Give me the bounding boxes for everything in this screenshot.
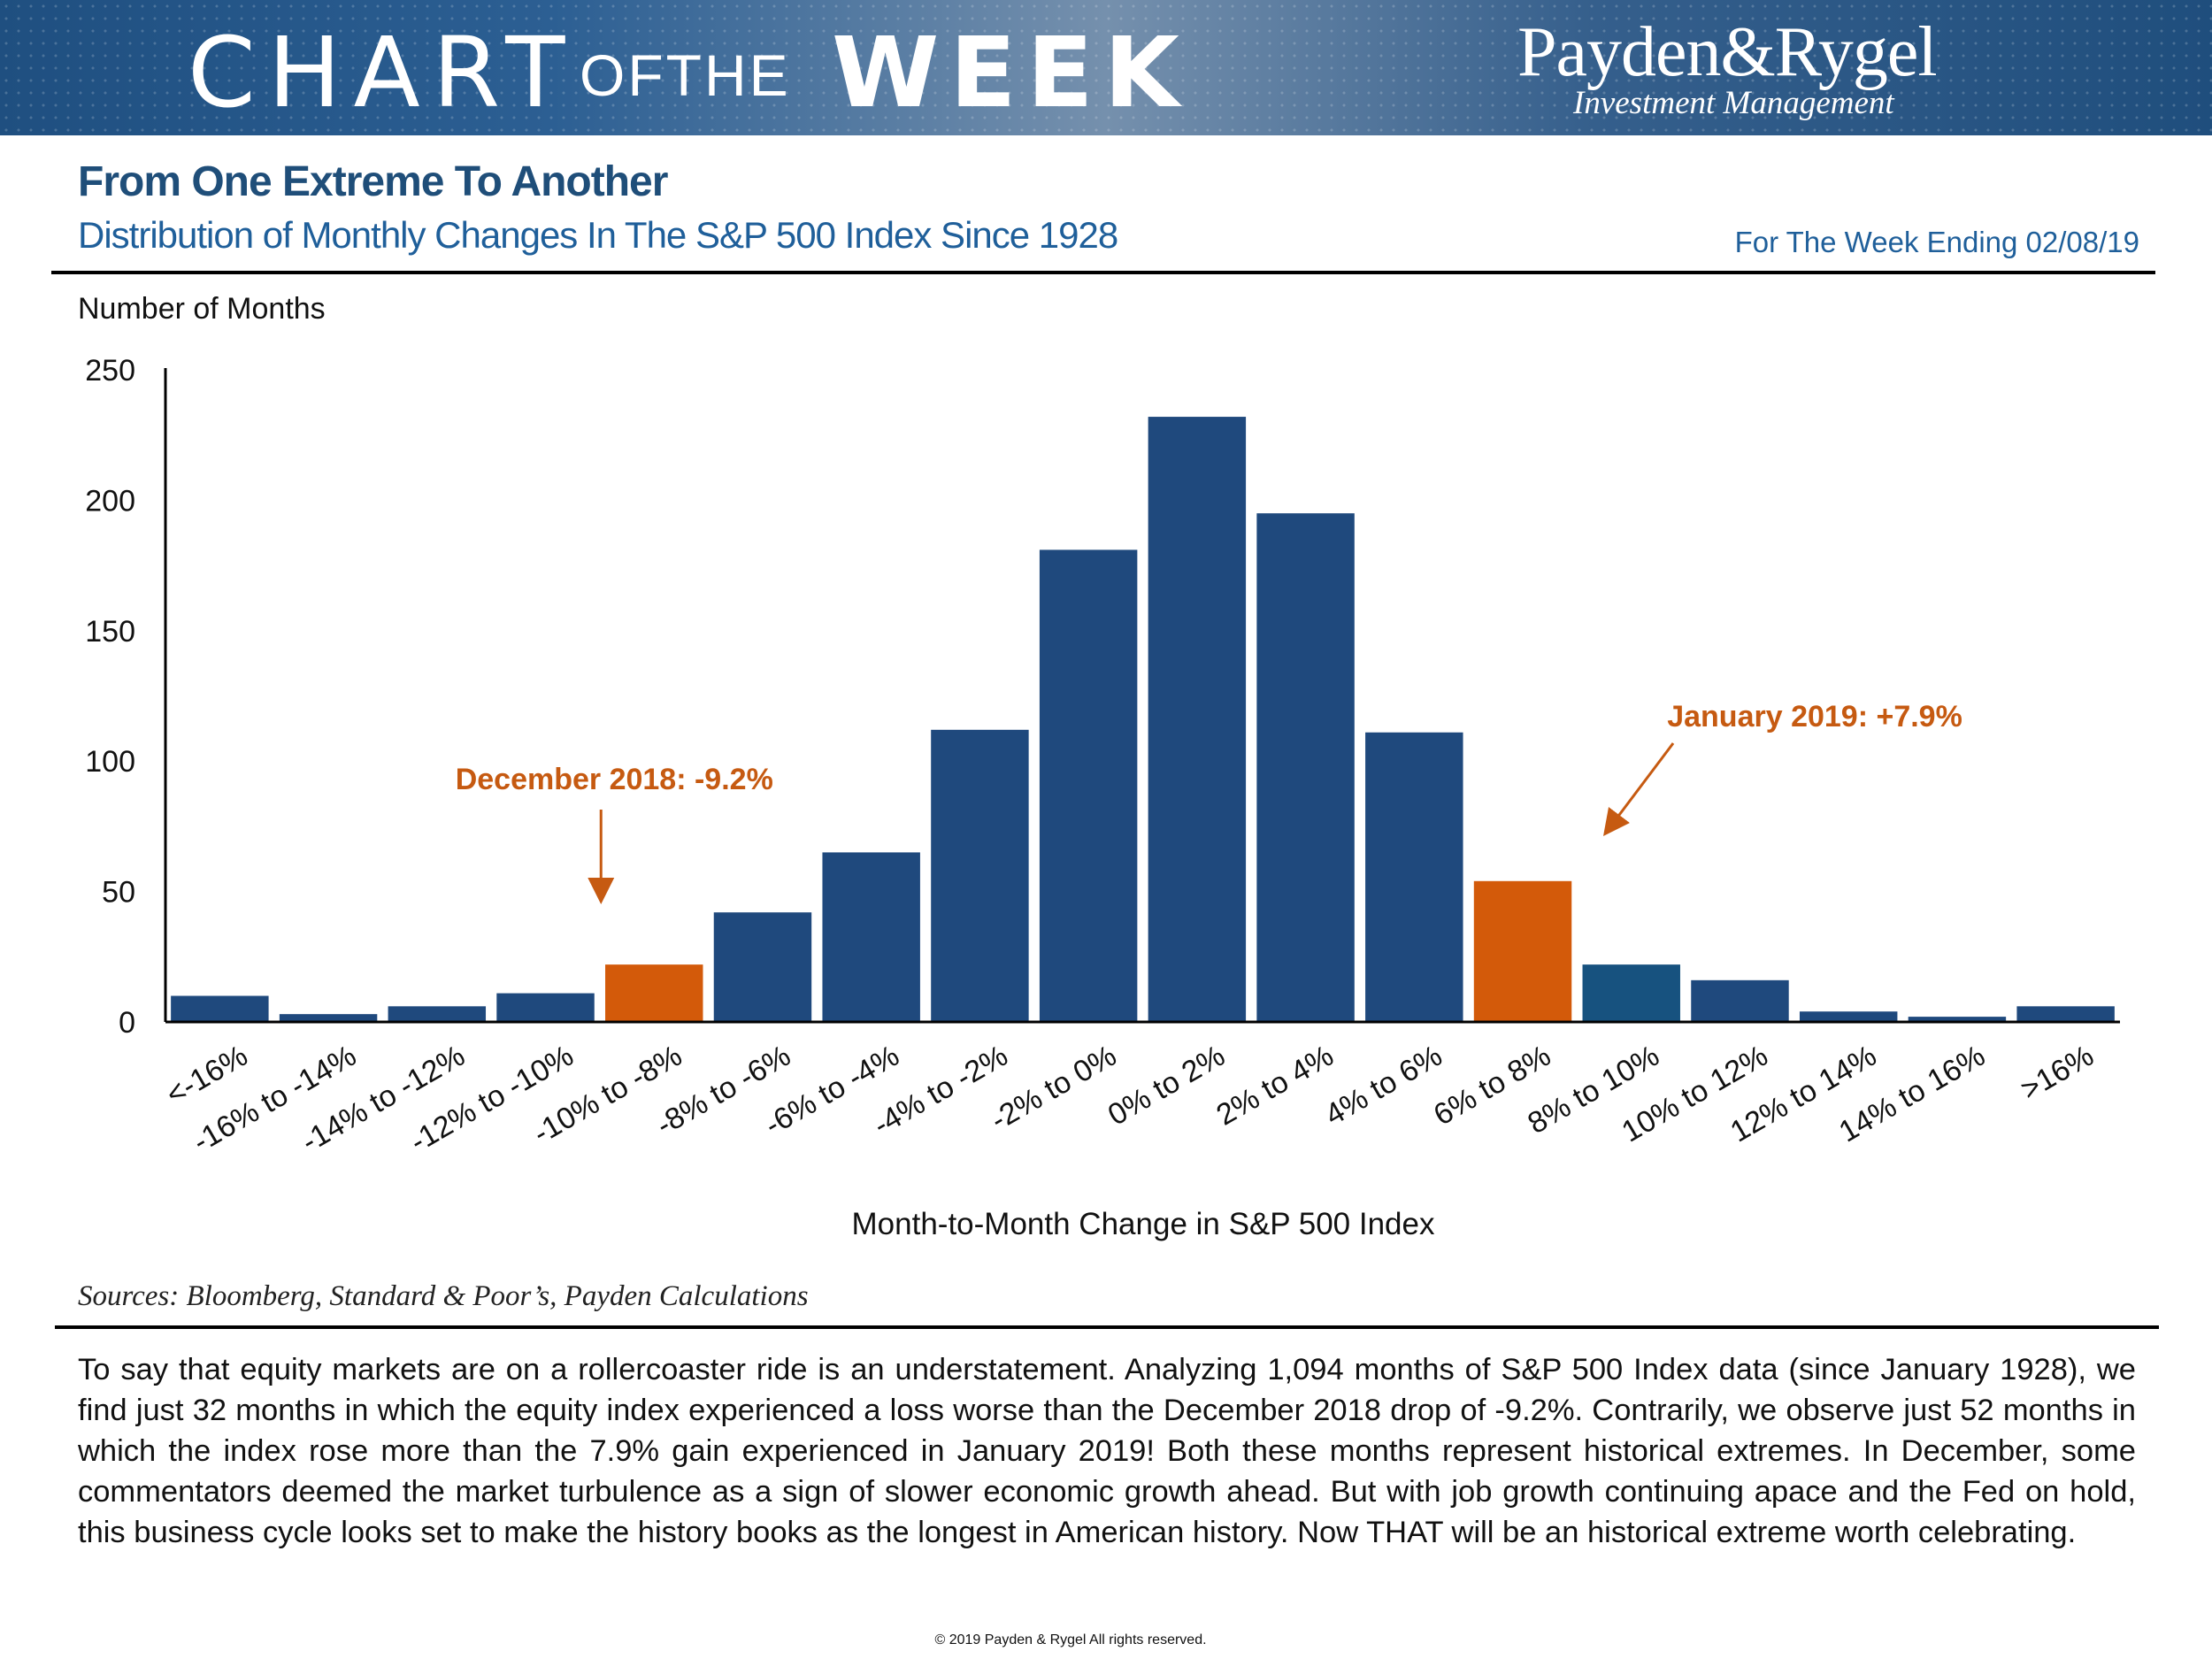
y-axis-ticks: 0 50 100 150 200 250 — [85, 354, 135, 1040]
bar — [1908, 1017, 2007, 1022]
bar — [388, 1006, 487, 1022]
banner-dot-pattern — [0, 0, 2212, 135]
copyright-notice: © 2019 Payden & Rygel All rights reserve… — [934, 1632, 1207, 1647]
bar — [1365, 732, 1463, 1022]
brand-logo-name: Payden&Rygel — [1517, 13, 1938, 91]
y-tick-label: 200 — [85, 484, 135, 518]
bar — [1691, 979, 1789, 1022]
sources-note: Sources: Bloomberg, Standard & Poor’s, P… — [78, 1280, 809, 1312]
x-tick-label: 4% to 6% — [1319, 1039, 1448, 1133]
chart-subtitle: Distribution of Monthly Changes In The S… — [78, 214, 1118, 256]
bar — [2016, 1006, 2115, 1022]
x-axis-tick-labels: <-16%-16% to -14%-14% to -12%-12% to -10… — [160, 1039, 2099, 1159]
banner-of-the-word: OFTHE — [580, 42, 791, 108]
y-tick-label: 150 — [85, 615, 135, 649]
bar — [713, 912, 812, 1022]
bar — [496, 993, 595, 1022]
bar — [822, 852, 920, 1022]
brand-logo-tagline: Investment Management — [1573, 85, 1894, 121]
x-tick-label: >16% — [2016, 1039, 2100, 1107]
footer-divider — [55, 1325, 2159, 1329]
x-tick-label: 2% to 4% — [1211, 1039, 1340, 1133]
banner-chart-word: CHART — [188, 16, 578, 129]
y-axis-label: Number of Months — [78, 292, 326, 326]
y-tick-label: 100 — [85, 745, 135, 779]
y-tick-label: 0 — [119, 1006, 135, 1040]
annotation-arrow-january — [1603, 742, 1675, 836]
histogram-svg: Number of Months 0 50 100 150 200 250 <-16%-1… — [78, 292, 2120, 1241]
annotation-january-2019: January 2019: +7.9% — [1667, 700, 1962, 733]
chart-of-the-week-banner: CHART OFTHE WEEK Payden&Rygel Investment… — [0, 0, 2212, 135]
annotations-group: December 2018: -9.2% January 2019: +7.9% — [456, 700, 1962, 904]
week-ending-date: For The Week Ending 02/08/19 — [1734, 226, 2139, 258]
bar — [1473, 880, 1572, 1022]
y-tick-label: 250 — [85, 354, 135, 388]
annotation-december-2018: December 2018: -9.2% — [456, 763, 773, 796]
histogram-chart: Number of Months 0 50 100 150 200 250 <-16% -1… — [0, 274, 2212, 1265]
chart-title: From One Extreme To Another — [78, 158, 668, 205]
header-divider — [51, 271, 2155, 274]
bar — [1582, 964, 1680, 1022]
x-axis-label: Month-to-Month Change in S&P 500 Index — [852, 1207, 1435, 1241]
bar — [931, 729, 1029, 1022]
bar — [1039, 549, 1138, 1022]
x-tick-label: 0% to 2% — [1102, 1039, 1231, 1133]
bar — [1148, 417, 1247, 1023]
banner-week-word: WEEK — [832, 16, 1190, 129]
bar — [171, 995, 269, 1022]
bars-group — [171, 417, 2115, 1023]
y-tick-label: 50 — [102, 876, 135, 910]
bar — [1799, 1011, 1898, 1022]
bar — [605, 964, 703, 1022]
bar — [1256, 513, 1355, 1022]
commentary-paragraph: To say that equity markets are on a roll… — [78, 1353, 2136, 1549]
bar — [279, 1014, 378, 1022]
x-tick-label: -2% to 0% — [985, 1039, 1122, 1137]
